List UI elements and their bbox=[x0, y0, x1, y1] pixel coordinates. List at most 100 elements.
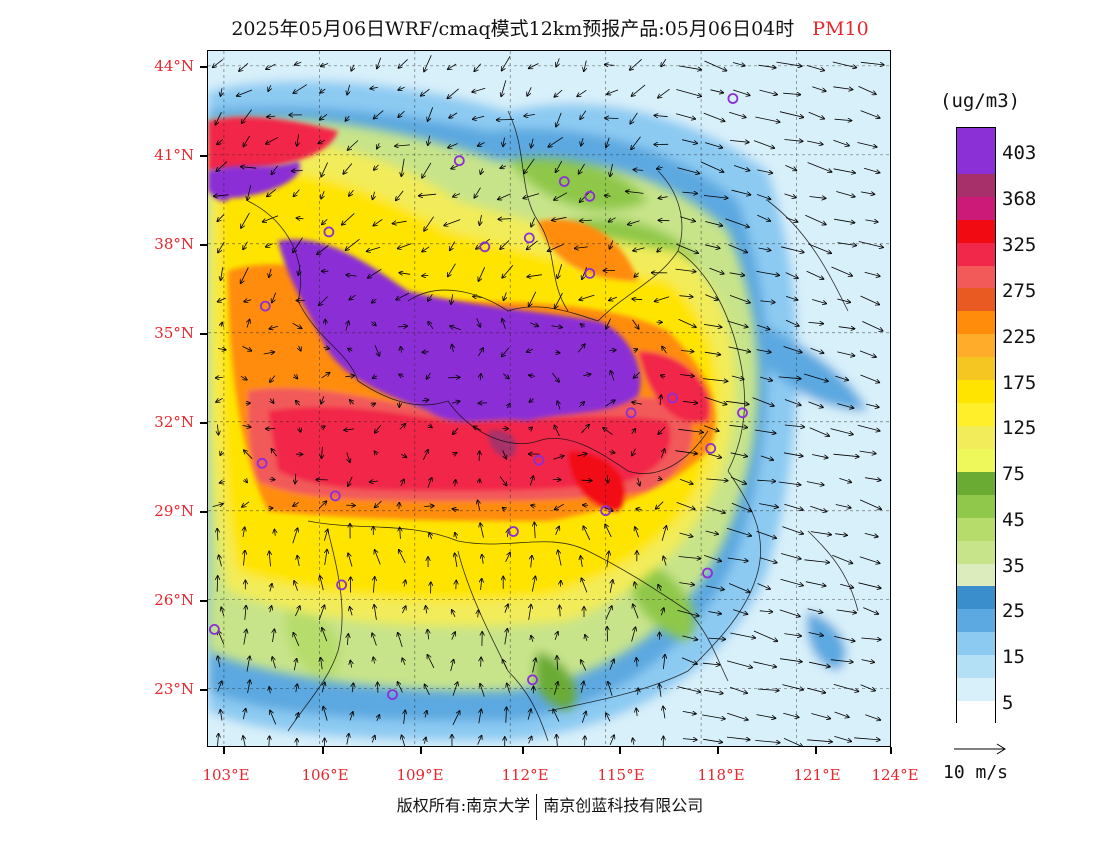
wind-vector bbox=[529, 399, 534, 402]
wind-vector bbox=[731, 502, 752, 511]
wind-vector bbox=[663, 655, 665, 670]
wind-vector bbox=[677, 686, 700, 693]
wind-vector bbox=[579, 294, 595, 300]
wind-vector bbox=[631, 136, 641, 150]
wind-vector bbox=[294, 659, 296, 671]
lon-tick bbox=[815, 747, 817, 754]
wind-vector bbox=[807, 687, 825, 693]
wind-vector bbox=[756, 530, 777, 538]
wind-vector bbox=[220, 451, 222, 455]
wind-vector bbox=[532, 658, 536, 673]
wind-vector bbox=[830, 428, 853, 435]
wind-vector bbox=[838, 327, 855, 329]
wind-vector bbox=[474, 187, 481, 198]
wind-vector bbox=[322, 628, 328, 642]
wind-vector bbox=[552, 372, 559, 382]
wind-vector bbox=[215, 112, 222, 125]
wind-vector bbox=[320, 89, 326, 93]
wind-vector bbox=[398, 682, 403, 693]
wind-vector bbox=[530, 322, 538, 327]
wind-vector bbox=[702, 663, 720, 665]
wind-vector bbox=[217, 139, 224, 144]
wind-vector bbox=[760, 376, 772, 381]
wind-vector bbox=[703, 738, 722, 742]
wind-vector bbox=[478, 500, 480, 511]
legend-swatch bbox=[957, 403, 995, 426]
wind-vector bbox=[246, 656, 250, 672]
wind-vector bbox=[448, 377, 460, 378]
wind-vector bbox=[530, 476, 533, 486]
boundaries bbox=[247, 110, 859, 742]
wind-vector bbox=[760, 455, 773, 460]
wind-vector bbox=[217, 576, 218, 592]
wind-vector bbox=[349, 190, 354, 196]
wind-vector bbox=[375, 550, 381, 565]
lon-label-106: 106°E bbox=[301, 766, 349, 784]
wind-vector bbox=[780, 578, 804, 585]
wind-vector bbox=[367, 246, 381, 251]
wind-vector bbox=[756, 324, 770, 329]
wind-vector bbox=[456, 581, 457, 590]
wind-vector bbox=[658, 426, 666, 434]
wind-vector bbox=[427, 478, 432, 488]
wind-vector bbox=[321, 191, 324, 198]
wind-vector bbox=[321, 162, 328, 177]
wind-vector bbox=[837, 351, 854, 356]
wind-vector bbox=[607, 89, 619, 94]
lon-tick bbox=[322, 747, 324, 754]
wind-vector bbox=[346, 238, 360, 250]
wind-vector bbox=[321, 396, 324, 403]
wind-vector bbox=[778, 481, 801, 485]
wind-vector bbox=[835, 504, 851, 508]
wind-vector bbox=[582, 267, 588, 279]
wind-vector bbox=[374, 451, 377, 455]
wind-vector bbox=[372, 736, 375, 743]
wind-vector bbox=[448, 143, 458, 148]
wind-vector bbox=[859, 556, 880, 564]
wind-vector bbox=[322, 446, 323, 459]
wind-vector bbox=[710, 89, 724, 93]
lon-label-109: 109°E bbox=[396, 766, 444, 784]
lon-tick bbox=[619, 747, 621, 754]
wind-vector bbox=[662, 347, 667, 354]
wind-vector bbox=[807, 608, 823, 613]
wind-vector bbox=[321, 426, 325, 428]
wind-vector bbox=[784, 399, 801, 406]
wind-vector bbox=[606, 318, 611, 329]
wind-vector bbox=[609, 735, 614, 745]
wind-vector bbox=[372, 299, 377, 303]
wind-vector bbox=[634, 349, 638, 351]
wind-vector bbox=[708, 638, 726, 639]
wind-vector bbox=[295, 473, 296, 484]
wind-vector bbox=[398, 243, 412, 249]
wind-vector bbox=[709, 267, 724, 274]
wind-vector bbox=[422, 275, 429, 276]
wind-vector bbox=[317, 245, 329, 254]
wind-vector bbox=[834, 736, 851, 741]
wind-vector bbox=[680, 216, 695, 222]
wind-vector bbox=[241, 167, 257, 169]
wind-vector bbox=[346, 275, 357, 276]
concentration-field bbox=[208, 51, 890, 746]
wind-vector bbox=[455, 553, 457, 568]
wind-vector bbox=[242, 425, 251, 427]
wind-vector bbox=[854, 738, 880, 740]
wind-vector bbox=[351, 64, 354, 71]
wind-vector bbox=[784, 193, 796, 198]
wind-vector bbox=[556, 112, 562, 127]
wind-vector bbox=[581, 660, 587, 671]
wind-vector bbox=[451, 660, 454, 672]
wind-vector bbox=[245, 479, 248, 482]
wind-vector bbox=[399, 273, 411, 275]
legend-swatch bbox=[957, 494, 995, 518]
wind-vector bbox=[449, 112, 458, 118]
wind-vector bbox=[502, 450, 507, 459]
wind-vector bbox=[605, 65, 615, 66]
wind-vector bbox=[679, 375, 694, 377]
station-marker bbox=[259, 300, 271, 312]
wind-vector bbox=[754, 429, 776, 433]
legend-swatch bbox=[957, 173, 995, 197]
wind-vector bbox=[221, 88, 223, 96]
wind-vector bbox=[727, 712, 748, 720]
wind-vector bbox=[785, 272, 798, 279]
